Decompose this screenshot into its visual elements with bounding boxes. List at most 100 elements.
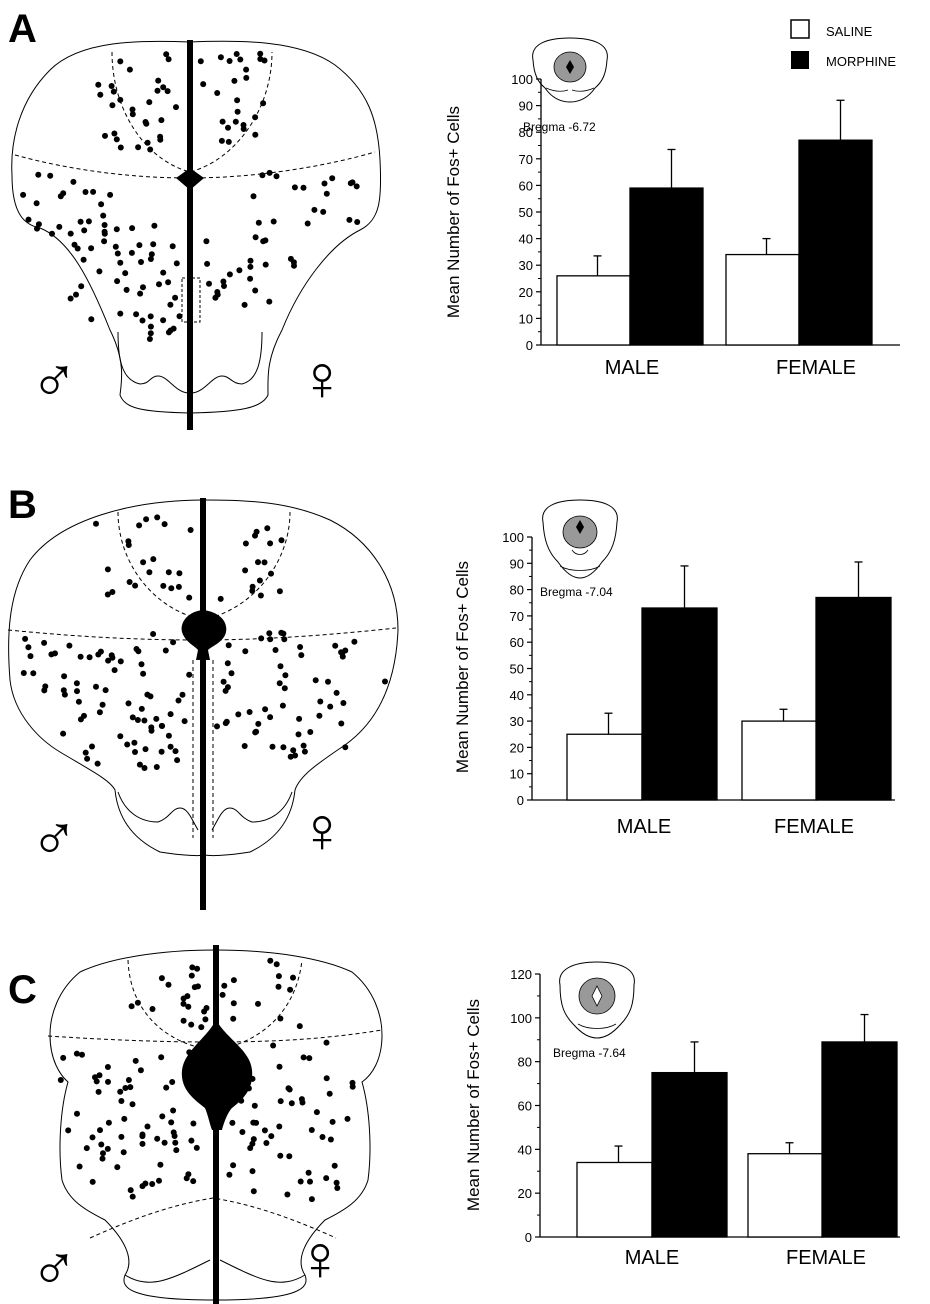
fos-cell-dot xyxy=(230,1015,237,1022)
fos-cell-dot xyxy=(249,1140,256,1147)
fos-cell-dot xyxy=(290,747,297,754)
fos-cell-dot xyxy=(160,269,167,276)
fos-cell-dot xyxy=(300,184,307,191)
fos-cell-dot xyxy=(313,1109,320,1116)
fos-cell-dot xyxy=(77,716,84,723)
fos-cell-dot xyxy=(113,226,120,233)
bar-morphine-male xyxy=(641,607,718,801)
fos-cell-dot xyxy=(247,275,254,282)
fos-cell-dot xyxy=(270,218,277,225)
fos-cell-dot xyxy=(243,74,250,81)
fos-cell-dot xyxy=(287,255,294,262)
y-tick-label: 10 xyxy=(519,311,533,326)
y-tick-label: 0 xyxy=(525,1230,532,1245)
fos-cell-dot xyxy=(276,680,283,687)
fos-cell-dot xyxy=(241,301,248,308)
fos-cell-dot xyxy=(65,1127,72,1134)
fos-cell-dot xyxy=(85,218,92,225)
fos-cell-dot xyxy=(276,588,283,595)
fos-cell-dot xyxy=(75,698,82,705)
fos-cell-dot xyxy=(197,58,204,65)
fos-cell-dot xyxy=(165,732,172,739)
fos-cell-dot xyxy=(61,673,68,680)
panel-label-b: B xyxy=(8,483,37,527)
fos-cell-dot xyxy=(105,657,112,664)
y-tick-label: 120 xyxy=(510,967,532,982)
y-tick-label: 90 xyxy=(519,99,533,114)
bregma-label-a: Bregma -6.72 xyxy=(523,120,596,134)
fos-cell-dot xyxy=(252,287,259,294)
fos-cell-dot xyxy=(141,717,148,724)
fos-cell-dot xyxy=(200,81,207,88)
fos-cell-dot xyxy=(323,1075,330,1082)
fos-cell-dot xyxy=(99,1155,106,1162)
fos-cell-dot xyxy=(212,294,219,301)
fos-cell-dot xyxy=(300,1054,307,1061)
fos-cell-dot xyxy=(165,569,172,576)
fos-cell-dot xyxy=(117,310,124,317)
fos-cell-dot xyxy=(267,957,274,964)
male-symbol-b: ♂ xyxy=(30,802,78,874)
fos-cell-dot xyxy=(102,687,109,694)
fos-cell-dot xyxy=(239,1058,246,1065)
fos-cell-dot xyxy=(250,1188,257,1195)
fos-cell-dot xyxy=(60,687,67,694)
y-tick-label: 10 xyxy=(510,767,524,782)
bar-chart-a: 0 10 20 30 40 50 60 70 80 90 100 Mean Number of Fos… xyxy=(444,72,900,379)
y-tick-label: 50 xyxy=(519,205,533,220)
fos-cell-dot xyxy=(180,995,187,1002)
fos-cell-dot xyxy=(277,663,284,670)
fos-cell-dot xyxy=(252,114,259,121)
fos-cell-dot xyxy=(20,670,27,676)
fos-cell-dot xyxy=(110,88,117,95)
y-tick-label: 30 xyxy=(519,258,533,273)
fos-cell-dot xyxy=(221,283,227,289)
fos-cell-dot xyxy=(277,1015,284,1022)
fos-cell-dot xyxy=(278,537,285,544)
fos-cell-dot xyxy=(344,1115,351,1122)
fos-cell-dot xyxy=(320,208,327,215)
fos-cell-dot xyxy=(272,647,279,653)
legend-label-saline: SALINE xyxy=(826,24,873,39)
fos-cell-dot xyxy=(117,96,124,103)
fos-cell-dot xyxy=(30,670,37,677)
fos-cell-dot xyxy=(159,1113,166,1120)
fos-cell-dot xyxy=(84,755,91,762)
fos-cell-dot xyxy=(214,723,220,730)
fos-cell-dot xyxy=(71,241,78,248)
fos-cell-dot xyxy=(281,636,288,643)
fos-cell-dot xyxy=(158,748,165,755)
fos-cell-dot xyxy=(114,278,121,285)
fos-cell-dot xyxy=(111,667,118,674)
fos-cell-dot xyxy=(89,743,95,750)
fos-cell-dot xyxy=(275,983,282,990)
fos-cell-dot xyxy=(351,638,358,645)
fos-cell-dot xyxy=(249,1168,256,1175)
fos-cell-dot xyxy=(279,702,286,709)
fos-cell-dot xyxy=(147,693,154,700)
fos-cell-dot xyxy=(257,50,264,57)
fos-cell-dot xyxy=(60,730,67,737)
y-tick-label: 40 xyxy=(518,1142,532,1157)
fos-cell-dot xyxy=(162,647,169,654)
fos-cell-dot xyxy=(266,298,273,305)
fos-cell-dot xyxy=(217,54,224,61)
fos-cell-dot xyxy=(175,697,182,704)
fos-cell-dot xyxy=(70,178,77,185)
fos-cell-dot xyxy=(169,1079,176,1085)
fos-cell-dots-b xyxy=(20,514,388,771)
fos-cell-dot xyxy=(226,271,233,278)
fos-cell-dot xyxy=(250,193,257,200)
fos-cell-dot xyxy=(297,644,304,650)
bar-saline-male xyxy=(566,733,643,801)
fos-cell-dot xyxy=(49,230,55,237)
fos-cell-dot xyxy=(117,733,124,740)
fos-cell-dot xyxy=(264,525,271,532)
fos-cell-dot xyxy=(300,742,307,749)
fos-cell-dot xyxy=(134,999,141,1006)
fos-cell-dot xyxy=(256,577,263,584)
fos-cell-dot xyxy=(173,104,179,111)
fos-cell-dot xyxy=(73,1050,80,1057)
fos-cell-dot xyxy=(133,311,140,318)
fos-cell-dot xyxy=(262,706,269,713)
